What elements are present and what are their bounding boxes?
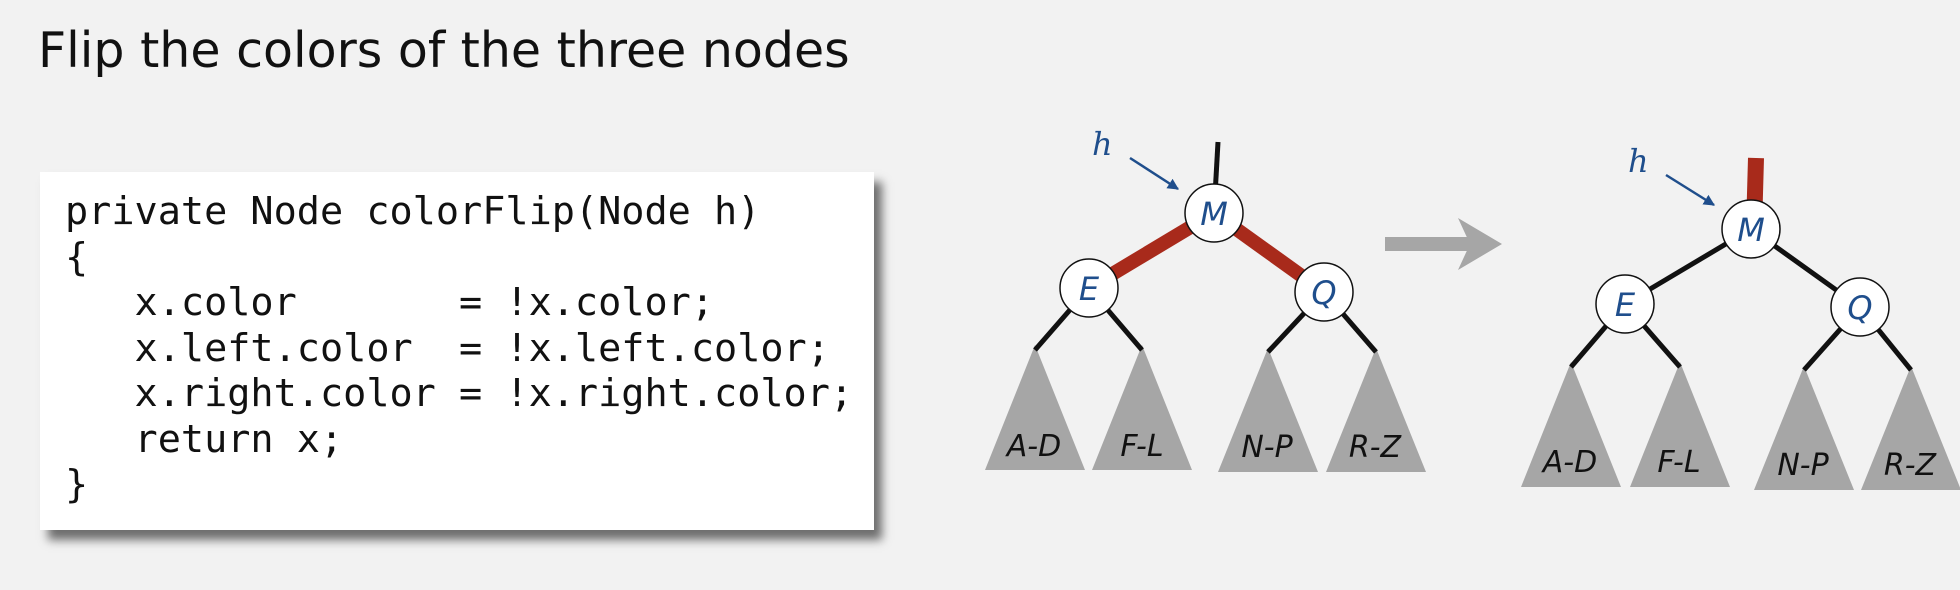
after-tree: M E Q A-D F-L N-P R-Z h — [1521, 142, 1960, 490]
subtree-label: R-Z — [1884, 448, 1938, 483]
node-label-right: Q — [1847, 289, 1872, 327]
code-line: x.left.color = !x.left.color; — [65, 325, 830, 371]
before-tree: M E Q A-D F-L N-P R-Z h — [985, 125, 1426, 472]
right-arrow-icon — [1385, 218, 1502, 270]
subtree-triangle — [1630, 362, 1730, 487]
subtree-label: F-L — [1657, 445, 1700, 480]
node-label-left: E — [1615, 286, 1636, 324]
subtree-label: A-D — [1541, 445, 1597, 480]
subtree-label: N-P — [1241, 430, 1293, 465]
subtree-triangle — [1326, 348, 1426, 472]
code-line: return x; — [65, 416, 344, 462]
subtree-label: A-D — [1005, 429, 1061, 464]
pointer-arrow-icon — [1129, 156, 1179, 191]
pointer-arrow-icon — [1665, 173, 1715, 207]
node-circle — [1595, 274, 1655, 334]
code-line: private Node colorFlip(Node h) — [65, 189, 761, 234]
code-line: x.color = !x.color; — [65, 280, 715, 325]
subtree-triangle — [1521, 362, 1621, 487]
code-listing: private Node colorFlip(Node h){ x.color … — [65, 189, 853, 508]
subtree-triangle — [1861, 366, 1960, 490]
subtree-triangle — [985, 345, 1085, 470]
pointer-label-h: h — [1628, 142, 1649, 180]
node-label-right: Q — [1311, 274, 1336, 312]
node-circle — [1294, 262, 1354, 322]
subtree-label: F-L — [1120, 429, 1163, 464]
node-circle — [1184, 183, 1244, 243]
page-title: Flip the colors of the three nodes — [38, 22, 850, 79]
subtree-label: N-P — [1777, 448, 1829, 483]
code-line: x.right.color = !x.right.color; — [65, 371, 854, 416]
node-circle — [1830, 277, 1890, 337]
code-block: private Node colorFlip(Node h){ x.color … — [40, 172, 874, 530]
subtree-triangle — [1218, 348, 1318, 472]
node-circle — [1721, 199, 1781, 259]
node-label-root: M — [1737, 211, 1765, 249]
pointer-label-h: h — [1092, 125, 1113, 163]
subtree-triangle — [1092, 345, 1192, 470]
node-label-left: E — [1079, 270, 1100, 308]
subtree-label: R-Z — [1349, 430, 1403, 465]
node-circle — [1059, 258, 1119, 318]
code-line: } — [65, 462, 89, 507]
node-label-root: M — [1200, 195, 1228, 233]
subtree-triangle — [1754, 366, 1854, 490]
code-line: { — [65, 234, 89, 280]
